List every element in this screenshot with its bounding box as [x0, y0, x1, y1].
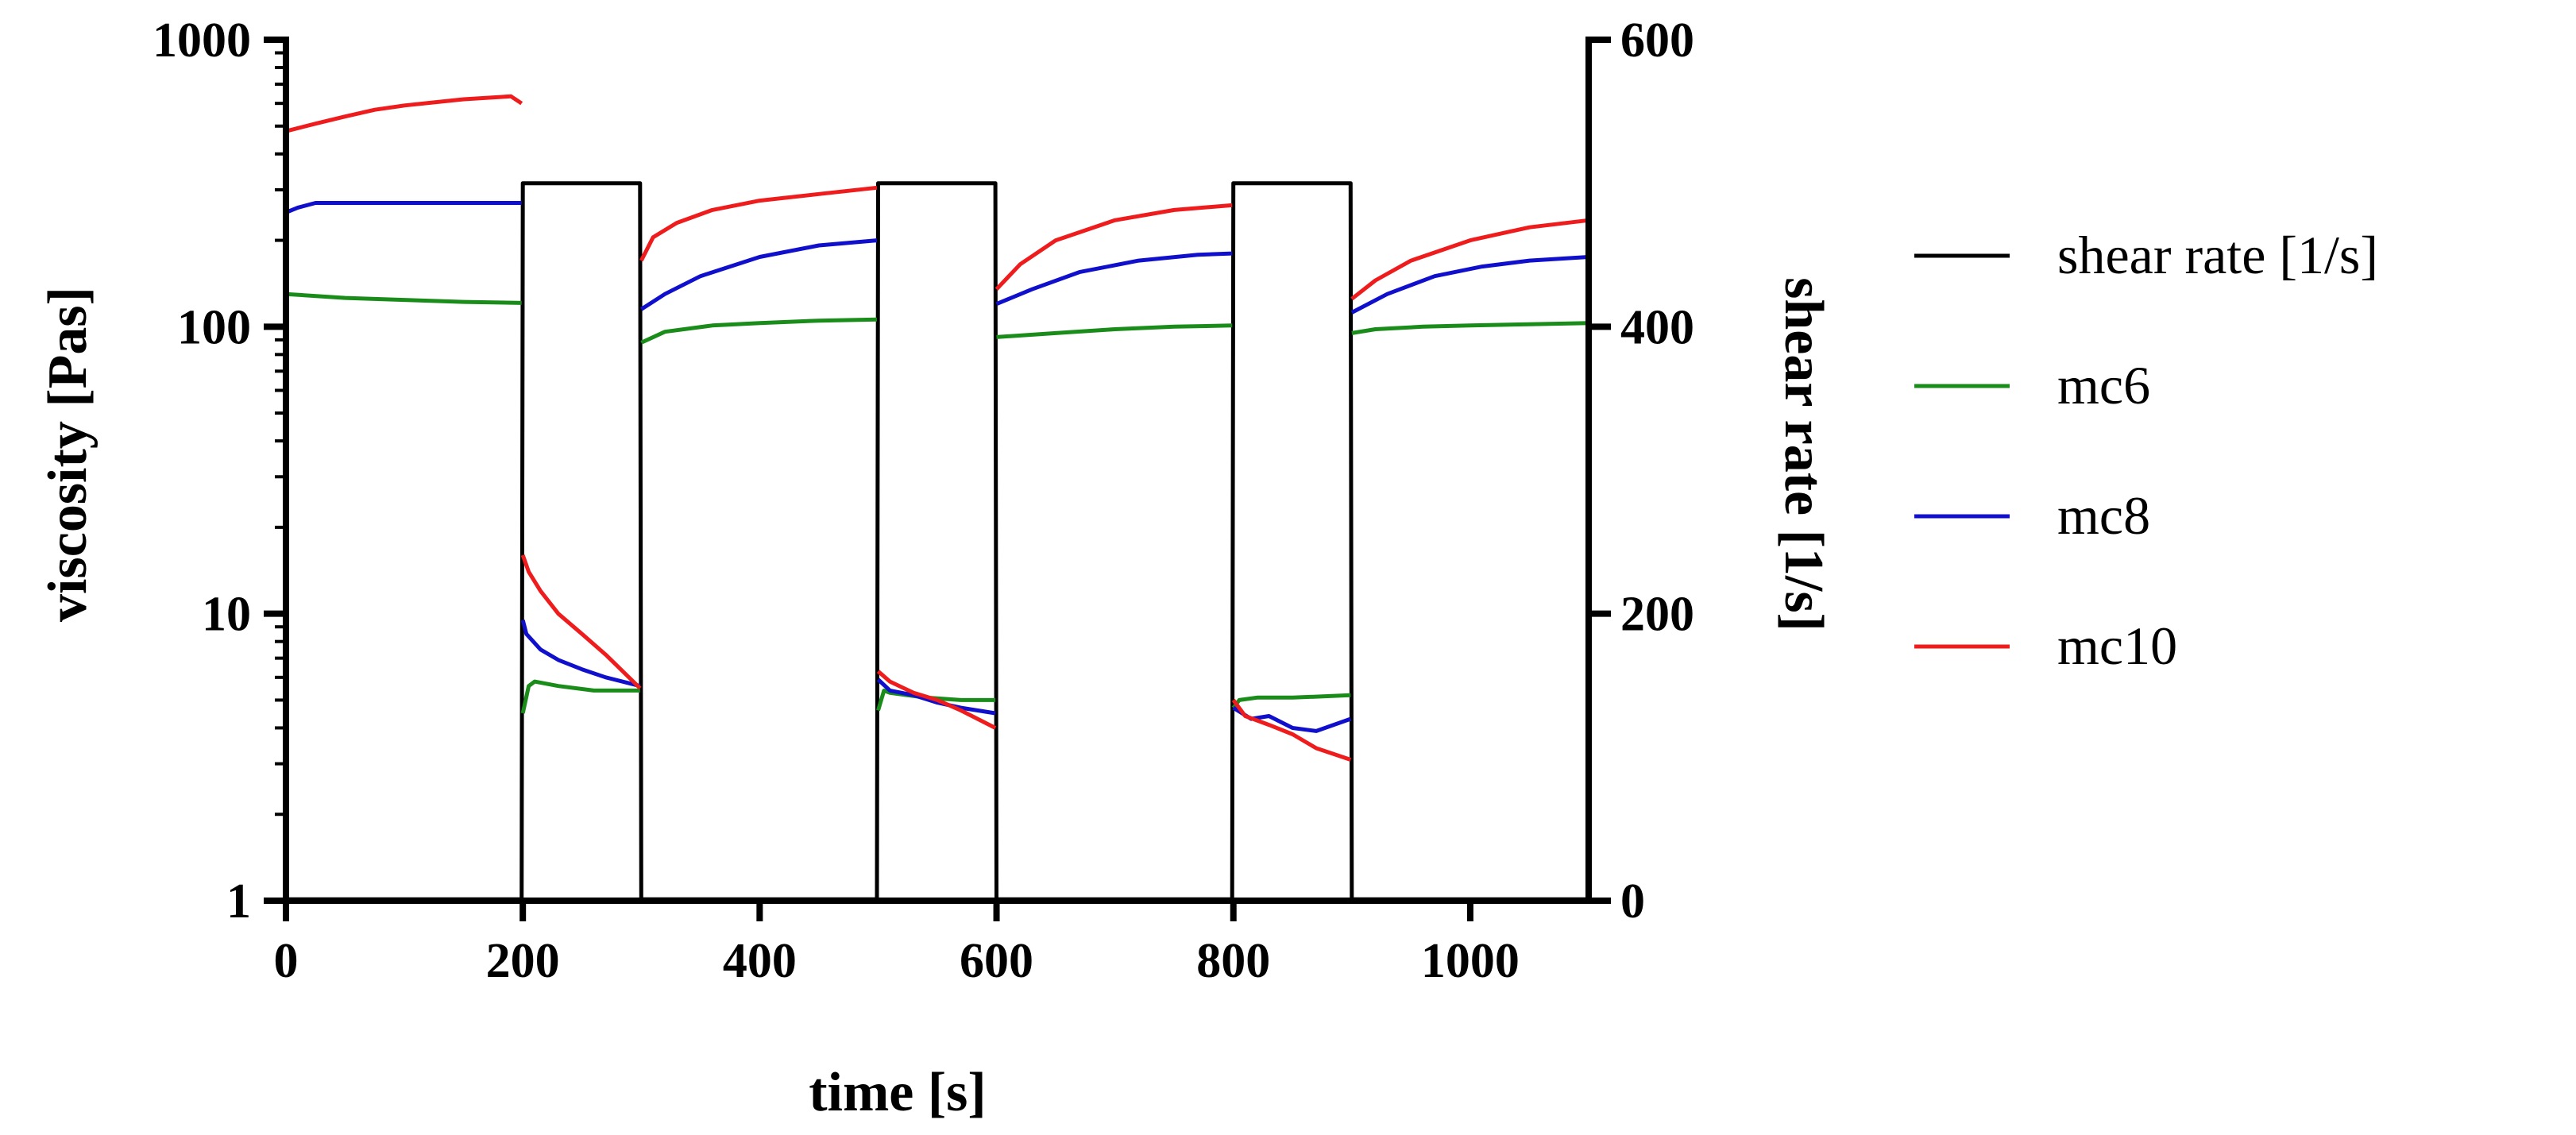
series-line-mc10 [1231, 698, 1352, 762]
series-line-mc10 [520, 554, 642, 690]
series-line-mc6 [996, 323, 1233, 339]
legend-label: mc6 [2057, 355, 2150, 415]
series-line-mc6 [285, 291, 522, 305]
series-line-mc8 [1350, 255, 1589, 315]
series-line-mc8 [995, 251, 1233, 307]
x-tick-label: 1000 [1421, 934, 1520, 988]
legend-label: mc10 [2057, 616, 2177, 676]
x-tick-label: 0 [274, 934, 299, 988]
y-left-axis-title: viscosity [Pas] [37, 287, 98, 622]
x-tick-label: 800 [1196, 934, 1270, 988]
series-line-mc10 [876, 670, 997, 730]
legend: shear rate [1/s] mc6 mc8 mc10 [1914, 225, 2378, 676]
legend-label: shear rate [1/s] [2057, 225, 2378, 285]
y-right-tick-label: 0 [1620, 874, 1645, 928]
x-tick-label: 200 [486, 934, 560, 988]
x-axis-title: time [s] [809, 1062, 987, 1123]
plot-lines [285, 94, 1589, 901]
ticks: 0 200 400 600 800 1000 1 10 100 1000 0 200 400 600 [153, 14, 1694, 988]
y-right-tick-label: 400 [1620, 300, 1694, 354]
series-line-mc10 [1350, 218, 1589, 301]
series-line-mc8 [520, 620, 641, 689]
series-line-mc10 [285, 94, 523, 133]
y-right-axis-title: shear rate [1/s] [1773, 277, 1834, 631]
series-line-mc8 [639, 238, 878, 311]
x-tick-label: 600 [960, 934, 1033, 988]
y-right-tick-label: 200 [1620, 588, 1694, 642]
y-right-tick-label: 600 [1620, 14, 1694, 68]
series-line-mc6 [1231, 693, 1351, 709]
series-line-mc8 [876, 678, 996, 716]
series-line-mc10 [994, 203, 1233, 291]
legend-label: mc8 [2057, 485, 2150, 546]
y-left-tick-label: 1000 [153, 14, 251, 68]
series-line-mc6 [1351, 321, 1589, 335]
y-left-tick-label: 10 [202, 588, 251, 642]
x-tick-label: 400 [723, 934, 797, 988]
series-line-mc10 [639, 185, 878, 262]
series-line-mc6 [520, 679, 640, 714]
series-line-shear [286, 181, 1589, 901]
series-line-mc8 [285, 201, 522, 214]
y-left-tick-label: 1 [226, 874, 251, 928]
series-line-mc6 [640, 317, 878, 345]
y-left-tick-label: 100 [177, 300, 251, 354]
